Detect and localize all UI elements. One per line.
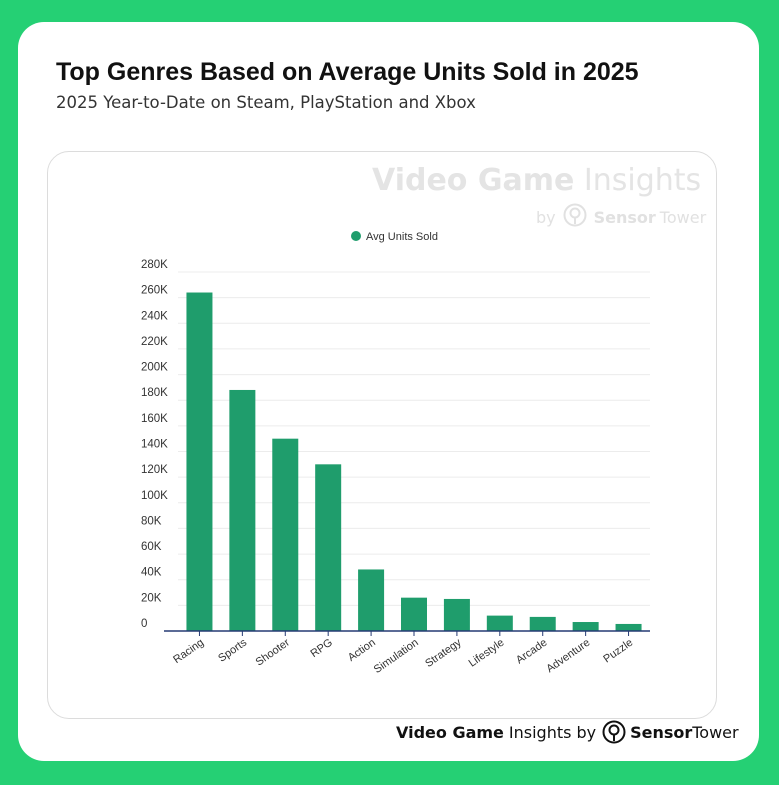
y-tick-label: 100K (141, 490, 168, 502)
y-tick-label: 160K (141, 413, 168, 425)
sensor-tower-logo-icon (563, 203, 587, 231)
footer-brand-bold: Video Game (396, 722, 504, 742)
x-tick-label: Adventure (544, 637, 592, 676)
bar (272, 438, 299, 631)
chart-card: Top Genres Based on Average Units Sold i… (18, 22, 759, 761)
y-tick-label: 140K (141, 439, 168, 451)
y-tick-label: 280K (141, 259, 168, 271)
y-tick-label: 60K (141, 541, 162, 553)
y-tick-label: 220K (141, 336, 168, 348)
bar (615, 623, 642, 631)
footer-tower: Tower (692, 722, 739, 742)
bar (529, 616, 556, 631)
y-tick-label: 260K (141, 285, 168, 297)
y-tick-label: 200K (141, 362, 168, 374)
x-tick-label: Sports (216, 636, 249, 664)
y-tick-label: 120K (141, 464, 168, 476)
footer-brand-light: Insights (508, 722, 572, 742)
page-subtitle: 2025 Year-to-Date on Steam, PlayStation … (56, 93, 476, 112)
footer-sensor: Sensor (630, 722, 693, 742)
y-tick-label: 80K (141, 515, 162, 527)
watermark-tower: Tower (659, 207, 707, 227)
watermark-by: by (536, 207, 556, 227)
watermark-brand-light: Insights (583, 163, 702, 198)
bar (315, 464, 342, 631)
x-tick-label: Shooter (254, 636, 293, 668)
bar (401, 597, 427, 631)
x-tick-label: Lifestyle (467, 637, 507, 670)
bar (358, 569, 385, 631)
bar (486, 615, 513, 631)
watermark-sensor: Sensor (593, 207, 656, 227)
bar (572, 622, 599, 631)
y-tick-label: 0 (141, 618, 147, 630)
footer-by: by (576, 722, 597, 742)
x-tick-label: Simulation (372, 637, 421, 676)
x-tick-label: Puzzle (601, 637, 635, 666)
y-tick-label: 180K (141, 387, 168, 399)
x-tick-label: Racing (171, 637, 206, 666)
chart-panel: Video Game Insights by Sensor Tower 0 20K 4… (47, 151, 717, 719)
x-tick-label: Action (346, 637, 378, 664)
footer-brand: Video Game Insights by Sensor Tower (396, 719, 739, 745)
bar (186, 292, 213, 631)
page-title: Top Genres Based on Average Units Sold i… (56, 58, 639, 86)
bar (229, 389, 256, 631)
y-tick-label: 240K (141, 310, 168, 322)
watermark-byline: by Sensor Tower (536, 203, 707, 231)
bar (443, 598, 470, 631)
legend-marker (351, 231, 361, 241)
watermark-brand: Video Game Insights (372, 163, 701, 198)
y-tick-label: 40K (141, 567, 162, 579)
sensor-tower-logo-icon (602, 720, 626, 744)
x-tick-label: Arcade (514, 637, 549, 667)
legend-label: Avg Units Sold (366, 231, 438, 243)
watermark-brand-bold: Video Game (372, 163, 575, 198)
y-tick-label: 20K (141, 592, 162, 604)
x-tick-label: RPG (308, 637, 334, 661)
x-tick-label: Strategy (423, 636, 464, 670)
bar-chart: 0 20K 40K 60K 80K 100K 120K 140K 160K 180K 200K 220… (141, 231, 650, 676)
